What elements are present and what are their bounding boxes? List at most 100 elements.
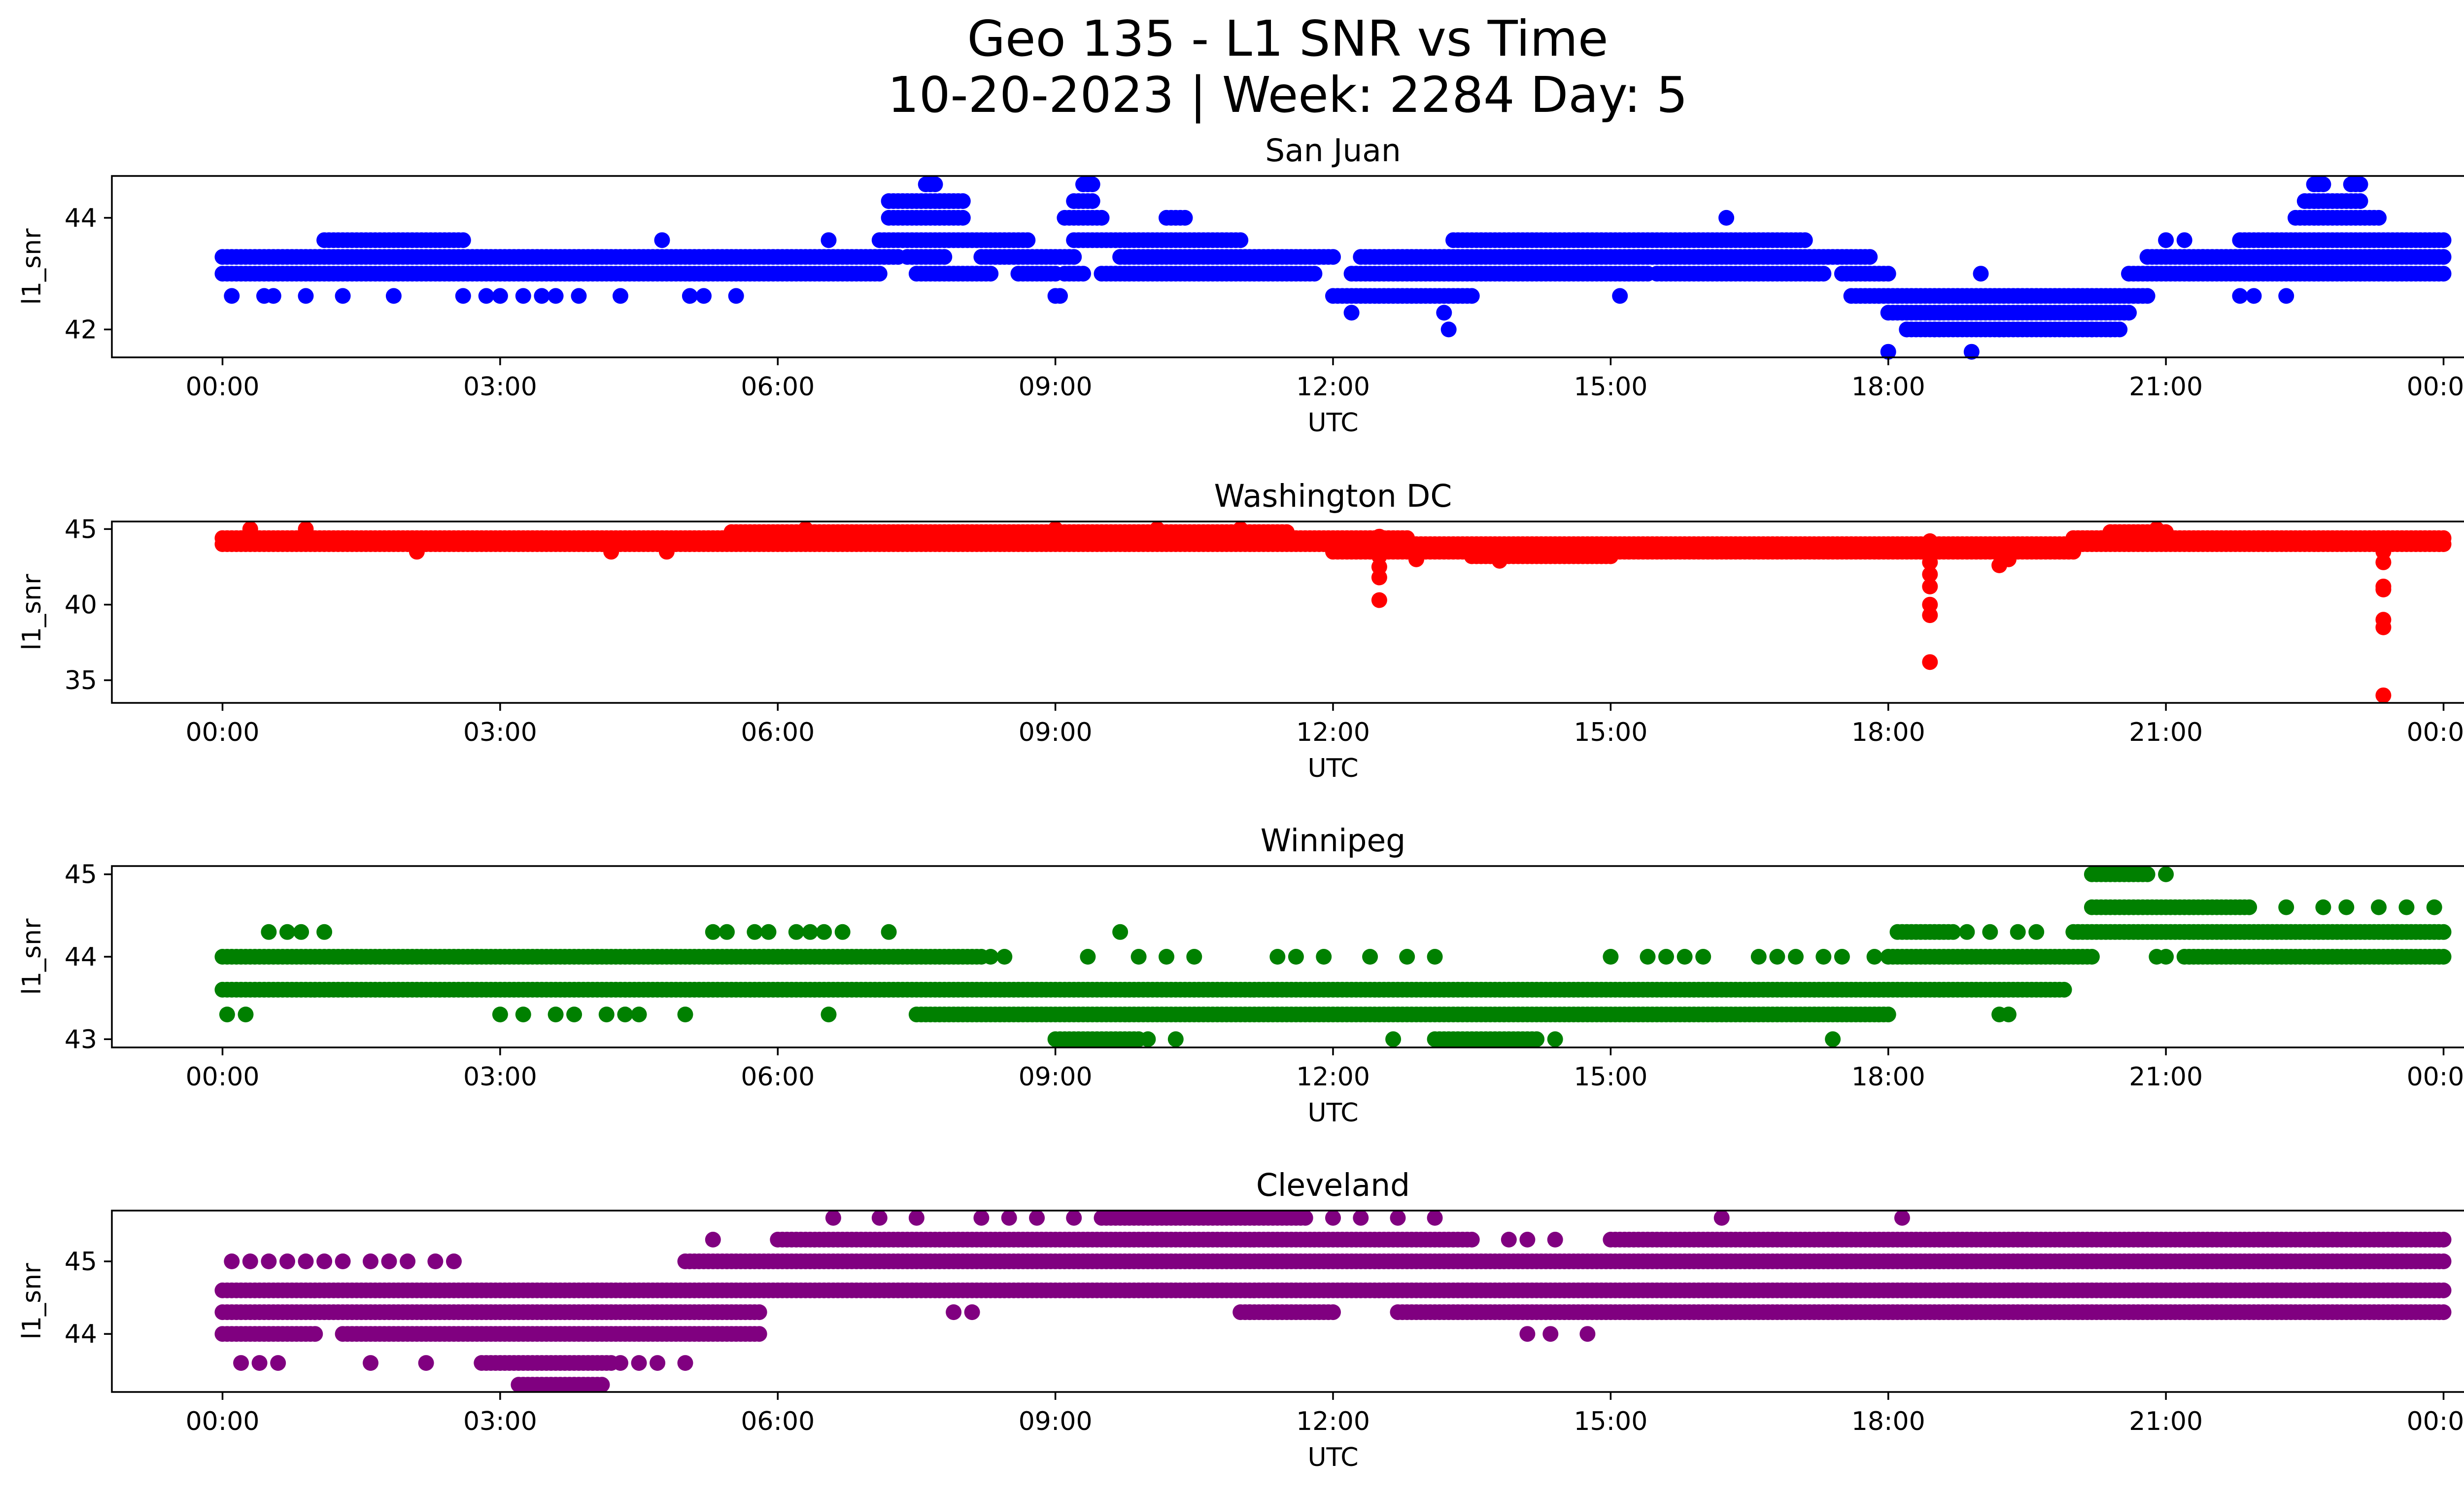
x-tick-label: 03:00 xyxy=(463,372,537,402)
chart-2-title: Winnipeg xyxy=(1261,823,1406,859)
data-point xyxy=(2375,687,2392,703)
data-point xyxy=(751,1304,767,1321)
data-point xyxy=(492,288,508,304)
data-point xyxy=(1371,569,1387,586)
data-point xyxy=(719,924,735,940)
y-tick-label: 45 xyxy=(65,515,97,544)
data-point xyxy=(224,288,240,304)
data-point xyxy=(2435,530,2452,546)
data-point xyxy=(1149,521,1165,537)
data-point xyxy=(307,1326,323,1342)
data-point xyxy=(2315,899,2331,915)
data-point xyxy=(1159,949,1174,965)
data-point xyxy=(1094,209,1110,226)
data-point xyxy=(682,288,698,304)
y-tick-label: 35 xyxy=(65,666,97,695)
data-point xyxy=(1825,1031,1841,1047)
data-point xyxy=(603,544,619,560)
data-point xyxy=(983,266,999,282)
data-point xyxy=(2241,899,2258,915)
x-tick-label: 00:00 xyxy=(2407,372,2464,402)
data-point xyxy=(1232,232,1249,248)
data-point xyxy=(1991,321,2008,338)
data-point xyxy=(617,1007,633,1023)
chart-2-ylabel: l1_snr xyxy=(17,918,47,995)
data-point xyxy=(834,924,851,940)
data-point xyxy=(728,288,744,304)
data-point xyxy=(1130,949,1147,965)
data-point xyxy=(2371,899,2387,915)
data-point xyxy=(2246,288,2262,304)
data-point xyxy=(298,288,314,304)
data-point xyxy=(385,288,402,304)
data-point xyxy=(654,232,670,248)
chart-1-xlabel: UTC xyxy=(1307,754,1358,783)
data-point xyxy=(747,924,763,940)
x-tick-label: 00:00 xyxy=(2407,1062,2464,1092)
data-point xyxy=(2000,1007,2017,1023)
data-point xyxy=(534,288,550,304)
data-point xyxy=(1492,553,1507,569)
y-tick-label: 42 xyxy=(65,315,97,345)
chart-0-xlabel: UTC xyxy=(1307,408,1358,438)
data-point xyxy=(1279,524,1295,540)
data-point xyxy=(1769,949,1785,965)
data-point xyxy=(2375,582,2392,597)
data-point xyxy=(2084,321,2100,338)
x-tick-label: 12:00 xyxy=(1296,372,1370,402)
data-point xyxy=(1047,521,1063,537)
data-point xyxy=(2375,554,2392,570)
data-point xyxy=(2084,949,2100,965)
data-point xyxy=(2426,899,2442,915)
data-point xyxy=(1371,592,1387,608)
data-point xyxy=(1959,924,1975,940)
y-tick-label: 40 xyxy=(65,591,97,620)
data-point xyxy=(821,1007,837,1023)
data-point xyxy=(2158,949,2174,965)
data-point xyxy=(1066,249,1082,265)
x-tick-label: 12:00 xyxy=(1296,718,1370,747)
data-point xyxy=(936,249,953,265)
data-point xyxy=(1408,551,1424,567)
x-tick-label: 21:00 xyxy=(2129,1062,2203,1092)
data-point xyxy=(705,924,721,940)
data-point xyxy=(2278,288,2294,304)
data-point xyxy=(996,949,1013,965)
data-point xyxy=(1880,266,1896,282)
data-point xyxy=(2056,981,2072,998)
data-point xyxy=(1362,949,1378,965)
x-tick-label: 03:00 xyxy=(463,1062,537,1092)
data-point xyxy=(955,193,971,209)
data-point xyxy=(1922,654,1938,670)
data-point xyxy=(613,288,628,304)
data-point xyxy=(2435,924,2452,940)
data-point xyxy=(1084,193,1100,209)
data-point xyxy=(2435,266,2452,282)
x-tick-label: 09:00 xyxy=(1019,372,1093,402)
data-point xyxy=(2435,249,2452,265)
data-point xyxy=(983,949,999,965)
data-point xyxy=(2121,305,2137,321)
data-point xyxy=(1612,288,1628,304)
data-point xyxy=(2435,1282,2452,1298)
data-point xyxy=(1343,305,1360,321)
data-point xyxy=(1718,209,1735,226)
data-point xyxy=(455,232,471,248)
data-point xyxy=(2278,899,2294,915)
data-point xyxy=(1880,1007,1896,1023)
data-point xyxy=(2352,176,2368,192)
x-tick-label: 00:00 xyxy=(186,718,260,747)
data-point xyxy=(1325,249,1341,265)
data-point xyxy=(1232,521,1249,537)
data-point xyxy=(1945,924,1961,940)
data-point xyxy=(1750,949,1767,965)
data-point xyxy=(1436,305,1452,321)
data-point xyxy=(1922,578,1938,594)
data-point xyxy=(1922,607,1938,624)
data-point xyxy=(1695,949,1711,965)
data-point xyxy=(2065,544,2082,560)
data-point xyxy=(492,1007,508,1023)
data-point xyxy=(2176,232,2192,248)
